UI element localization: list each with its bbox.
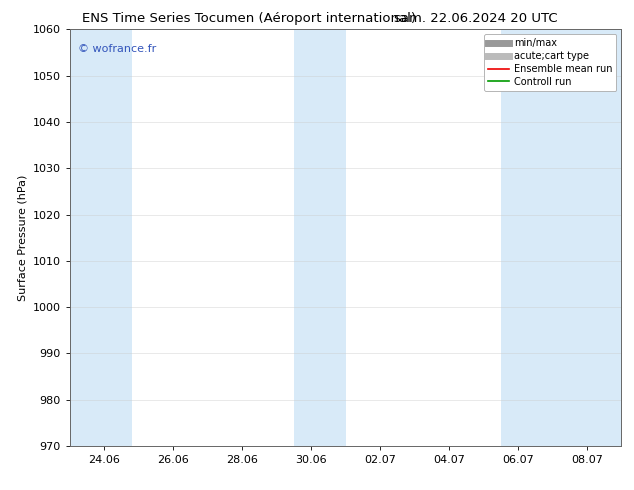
- Legend: min/max, acute;cart type, Ensemble mean run, Controll run: min/max, acute;cart type, Ensemble mean …: [484, 34, 616, 91]
- Text: sam. 22.06.2024 20 UTC: sam. 22.06.2024 20 UTC: [394, 12, 558, 25]
- Bar: [294, 29, 346, 446]
- Text: © wofrance.fr: © wofrance.fr: [78, 44, 156, 54]
- Bar: [501, 29, 621, 446]
- Bar: [70, 29, 132, 446]
- Text: ENS Time Series Tocumen (Aéroport international): ENS Time Series Tocumen (Aéroport intern…: [82, 12, 417, 25]
- Y-axis label: Surface Pressure (hPa): Surface Pressure (hPa): [17, 174, 27, 301]
